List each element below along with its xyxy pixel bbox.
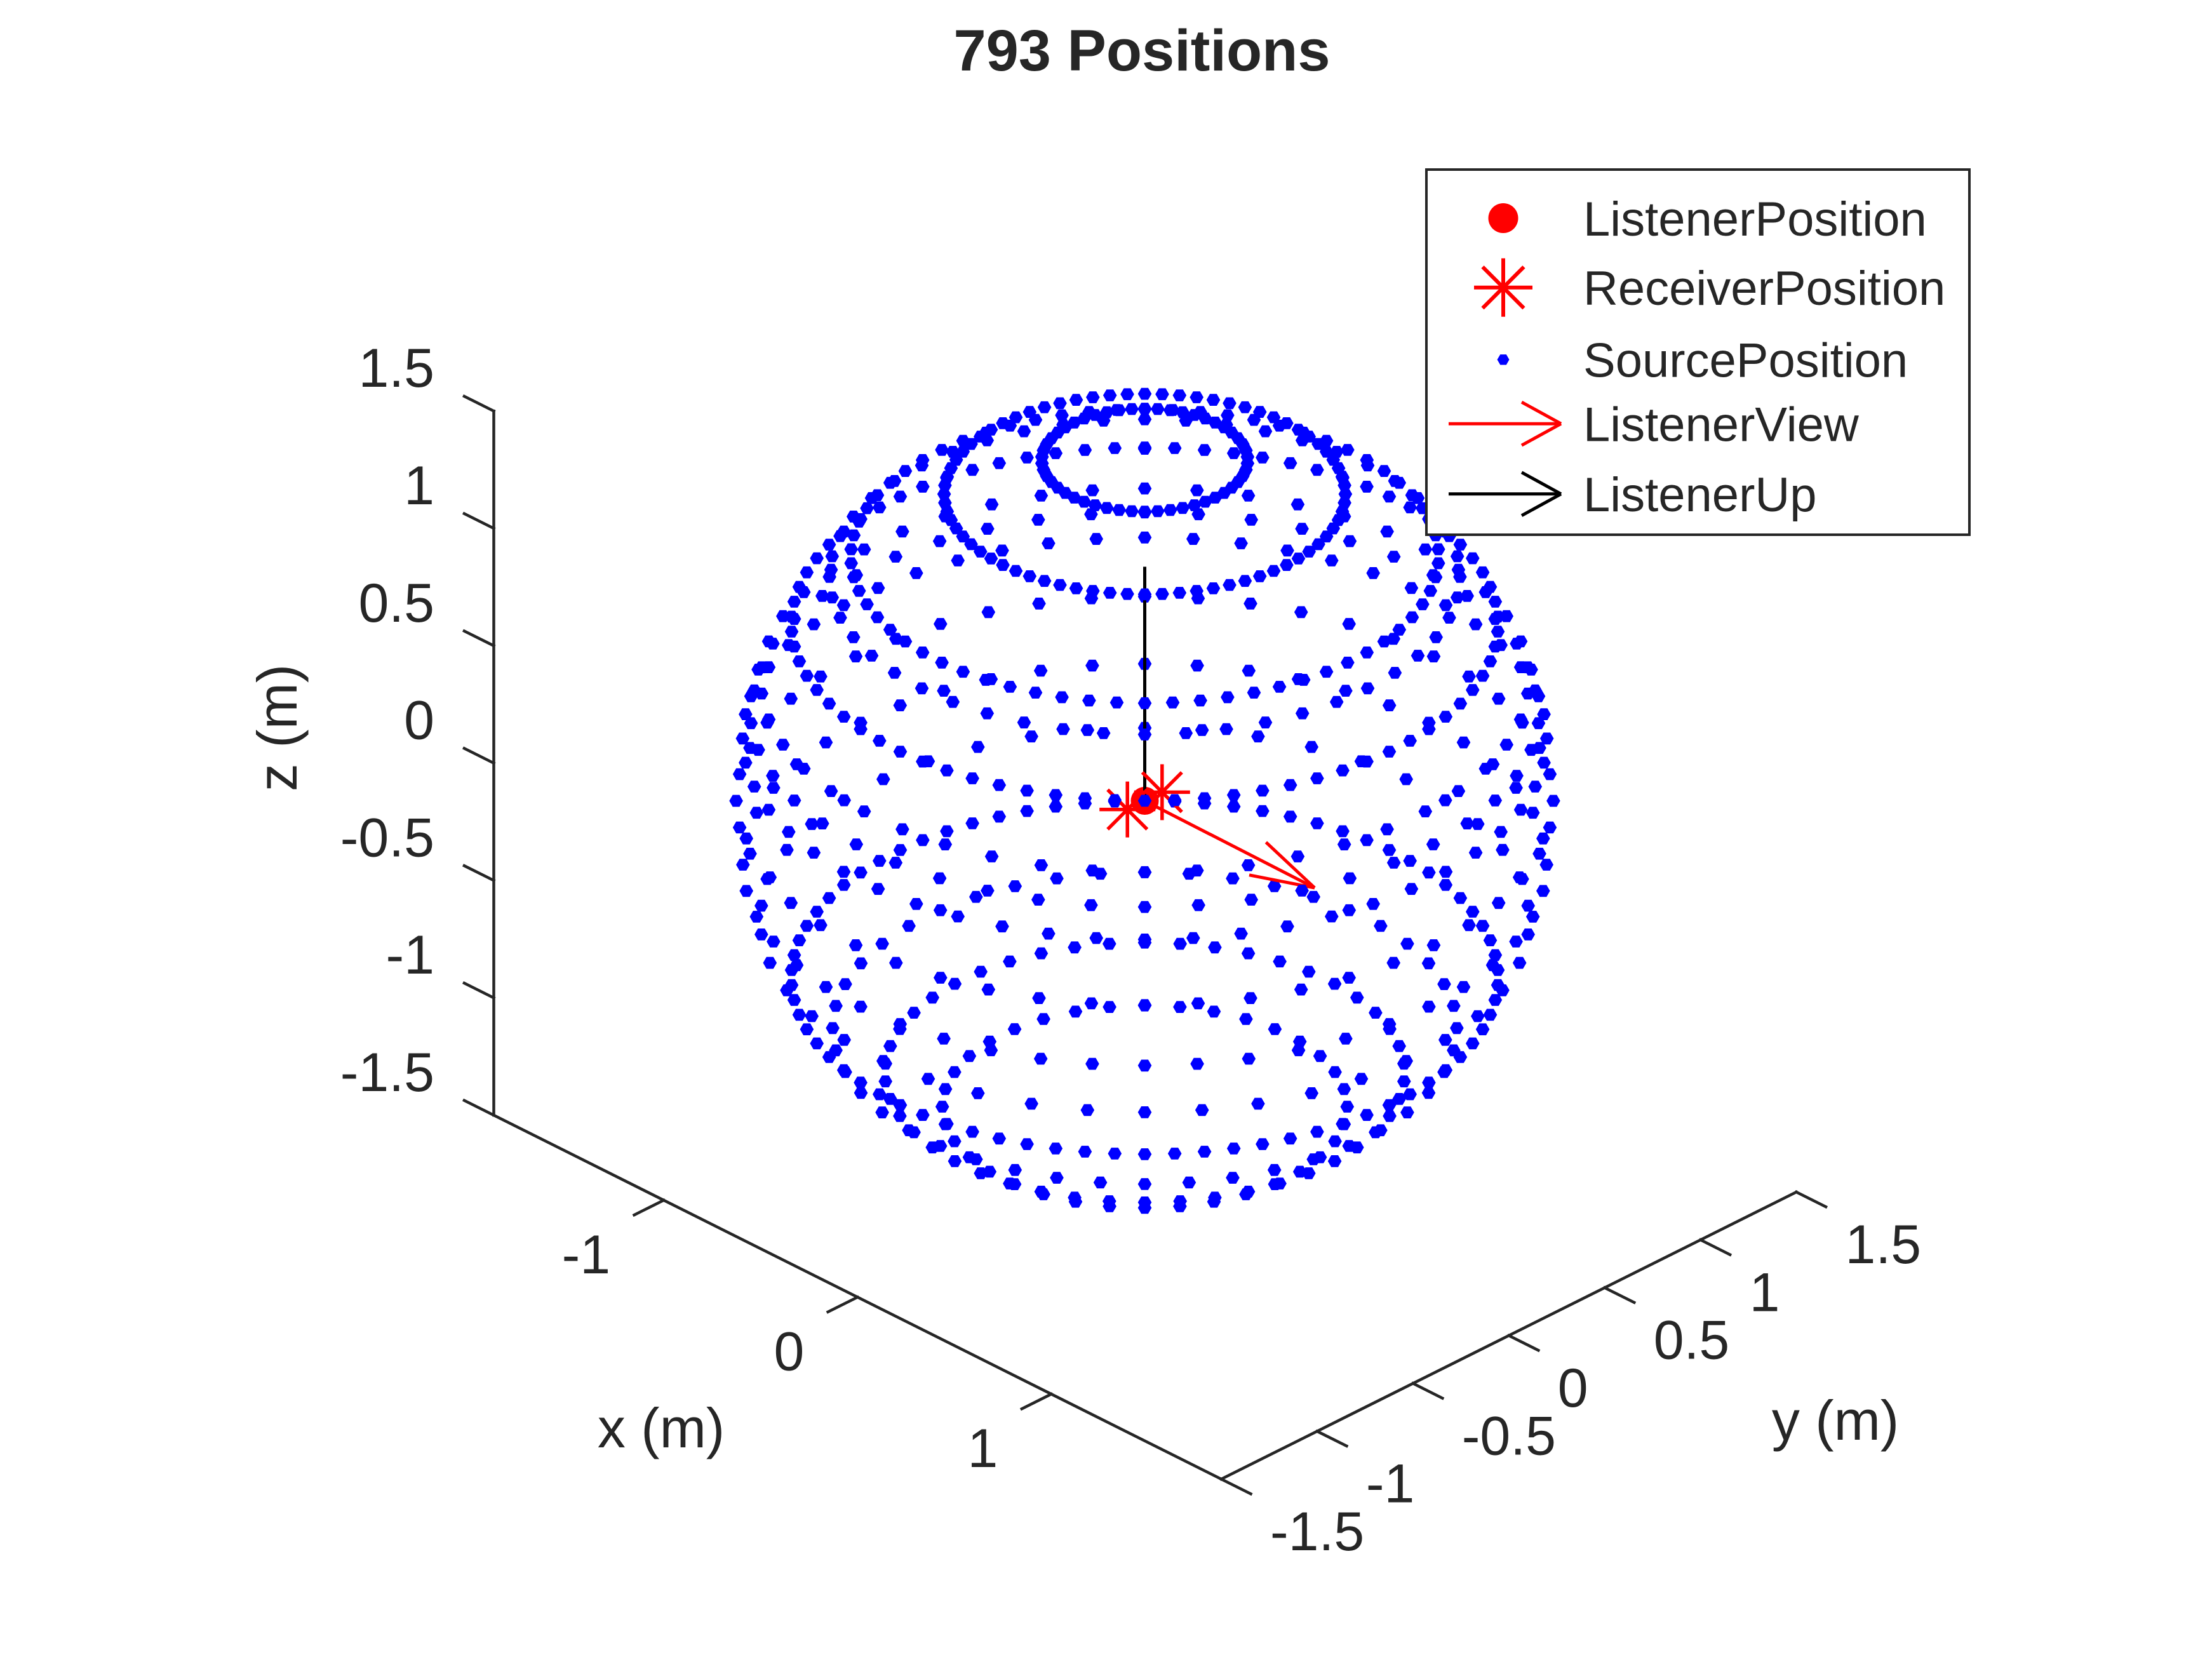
y-tick <box>1602 1285 1637 1304</box>
y-tick <box>1411 1381 1445 1400</box>
legend-receiver-marker <box>1474 258 1532 317</box>
z-tick <box>462 394 496 413</box>
z-tick-label: 0.5 <box>358 573 434 634</box>
legend-label-1: ListenerPosition <box>1583 192 1927 246</box>
y-tick-label: -0.5 <box>1462 1405 1556 1466</box>
y-tick-label: -1.5 <box>1270 1501 1364 1562</box>
legend-arrow-head-lower <box>1520 492 1562 517</box>
view-shaft <box>1144 799 1316 890</box>
z-tick <box>462 981 496 1000</box>
y-tick <box>1698 1238 1733 1257</box>
legend-star-spoke <box>1481 265 1525 310</box>
y-tick <box>1315 1429 1349 1448</box>
legend-source-marker <box>1497 354 1510 365</box>
legend-up-arrow <box>1449 471 1562 517</box>
x-tick <box>826 1295 860 1314</box>
legend-label-4: ListenerView <box>1583 398 1860 452</box>
y-axis-label: y (m) <box>1772 1389 1899 1452</box>
legend-label-3: SourcePosition <box>1583 334 1908 388</box>
z-axis-label: z (m) <box>246 664 309 791</box>
x-tick <box>632 1198 666 1217</box>
z-tick-label: -0.5 <box>340 807 434 868</box>
y-tick <box>1506 1333 1541 1353</box>
z-tick-label: 1.5 <box>358 338 434 399</box>
y-tick-label: 0.5 <box>1654 1310 1730 1371</box>
figure-title: 793 Positions <box>953 18 1330 83</box>
x-tick <box>1019 1392 1054 1411</box>
legend-arrow-head-upper <box>1520 471 1562 495</box>
z-tick-label: 0 <box>404 690 434 751</box>
y-tick-label: 0 <box>1558 1358 1588 1419</box>
legend-label-5: ListenerUp <box>1583 468 1817 522</box>
axes-group <box>462 394 1828 1496</box>
y-tick <box>1219 1477 1253 1496</box>
x-tick-label: 0 <box>774 1322 804 1383</box>
source-positions-near <box>729 387 1557 1209</box>
y-tick-label: 1.5 <box>1846 1214 1922 1275</box>
legend-box <box>1425 168 1971 536</box>
receiver-position-marker <box>1099 781 1156 838</box>
legend-arrow-head-upper <box>1520 401 1562 426</box>
legend-label-2: ReceiverPosition <box>1583 262 1945 316</box>
z-tick <box>462 511 496 531</box>
z-tick <box>462 629 496 648</box>
x-tick-label: 1 <box>968 1418 998 1479</box>
legend-listener-marker <box>1488 203 1518 233</box>
y-tick <box>1794 1190 1828 1209</box>
y-tick-label: 1 <box>1750 1262 1780 1323</box>
z-tick <box>462 864 496 883</box>
x-axis-label: x (m) <box>598 1397 725 1459</box>
y-tick-label: -1 <box>1366 1454 1414 1515</box>
z-tick-label: -1 <box>386 925 434 986</box>
view-head-lower <box>1264 841 1316 889</box>
z-tick <box>462 746 496 765</box>
legend-arrow-head-lower <box>1520 422 1562 447</box>
z-tick-label: 1 <box>404 455 434 516</box>
x-tick-label: -1 <box>562 1224 610 1285</box>
z-tick-label: -1.5 <box>340 1042 434 1103</box>
legend-view-arrow <box>1449 401 1562 447</box>
z-tick <box>462 1098 496 1118</box>
